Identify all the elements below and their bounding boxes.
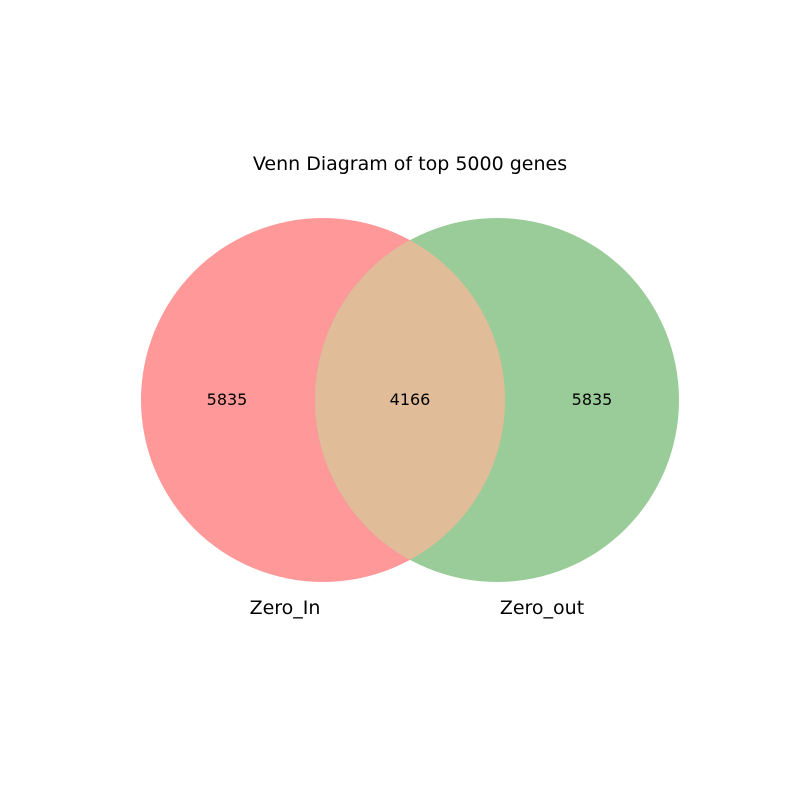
region-count-zero-in-only: 5835: [207, 390, 248, 409]
region-count-zero-out-only: 5835: [572, 390, 613, 409]
region-count-intersection: 4166: [390, 390, 431, 409]
intersection-region: [315, 218, 505, 582]
diagram-title: Venn Diagram of top 5000 genes: [253, 153, 567, 175]
set-label-zero-out: Zero_out: [500, 597, 584, 619]
set-label-zero-in: Zero_In: [250, 597, 321, 619]
